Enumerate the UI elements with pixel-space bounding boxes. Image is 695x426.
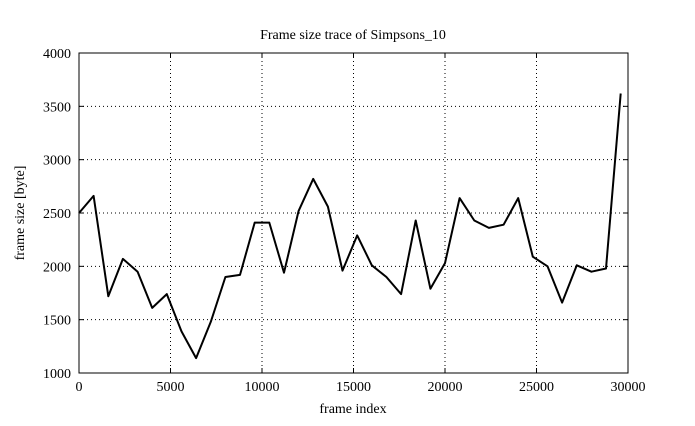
y-tick-label: 4000 [43,47,71,62]
x-tick-label: 10000 [245,380,280,395]
y-tick-label: 3000 [43,154,71,169]
plot-frame [78,52,629,374]
chart-title: Frame size trace of Simpsons_10 [260,28,446,43]
y-tick-label: 1500 [43,314,71,329]
x-tick-label: 25000 [519,380,554,395]
y-tick-label: 1000 [43,367,71,382]
x-axis-label: frame index [319,402,386,417]
y-tick-label: 2500 [43,207,71,222]
y-axis-label: frame size [byte] [13,166,28,261]
x-tick-label: 0 [76,380,83,395]
x-tick-label: 20000 [428,380,463,395]
y-tick-labels: 1000 1500 2000 2500 3000 3500 4000 [43,47,71,382]
y-tick-label: 2000 [43,260,71,275]
grid-lines [79,53,628,373]
x-tick-label: 15000 [336,380,371,395]
x-tick-label: 5000 [157,380,185,395]
x-tick-label: 30000 [611,380,646,395]
x-tick-labels: 0 5000 10000 15000 20000 25000 30000 [76,380,646,395]
series-line [78,93,622,360]
y-tick-label: 3500 [43,100,71,115]
